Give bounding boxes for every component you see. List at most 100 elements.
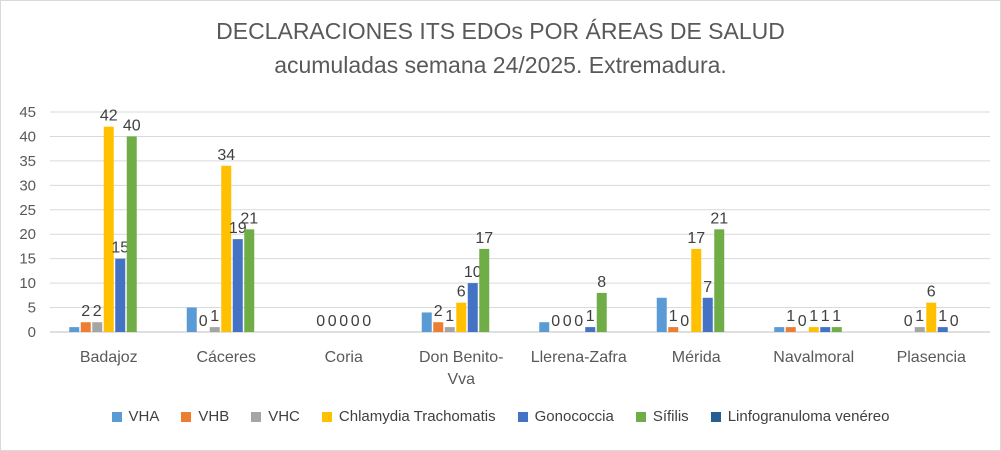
legend-swatch (181, 411, 192, 422)
bar (80, 322, 91, 332)
y-tick-label: 0 (28, 324, 36, 341)
legend-label: Sífilis (652, 408, 689, 425)
data-label: 1 (786, 308, 795, 325)
data-label: 8 (597, 274, 606, 291)
x-tick-label: Badajoz (80, 349, 138, 366)
x-tick-label: Llerena-Zafra (531, 349, 627, 366)
bar (585, 327, 596, 332)
legend-swatch (111, 411, 122, 422)
bar (668, 327, 679, 332)
data-label: 1 (938, 308, 947, 325)
y-tick-label: 15 (19, 251, 36, 268)
bar (479, 248, 490, 332)
data-label: 0 (339, 313, 348, 330)
data-label: 15 (111, 240, 129, 257)
x-tick-label: Mérida (672, 349, 721, 366)
legend-item: VHA (111, 408, 160, 425)
y-tick-label: 30 (19, 177, 36, 194)
data-label: 0 (950, 313, 959, 330)
bar (691, 248, 702, 332)
bar (244, 229, 255, 332)
bar (221, 165, 232, 332)
y-tick-label: 40 (19, 128, 36, 145)
bar (656, 297, 667, 332)
data-label: 10 (464, 264, 482, 281)
bar (831, 327, 842, 332)
legend-item: VHC (251, 408, 300, 425)
data-label: 19 (229, 220, 247, 237)
data-label: 0 (574, 313, 583, 330)
bar (774, 327, 785, 332)
legend-item: Sífilis (635, 408, 689, 425)
bar (467, 283, 478, 332)
data-label: 0 (199, 313, 208, 330)
x-tick-label: Plasencia (897, 349, 966, 366)
data-label: 7 (703, 279, 712, 296)
y-tick-label: 5 (28, 300, 36, 317)
legend-label: Gonococcia (534, 408, 614, 425)
x-tick-label: Don Benito- (419, 349, 504, 366)
legend-swatch (251, 411, 262, 422)
bar (937, 327, 948, 332)
bar (115, 258, 126, 332)
data-label: 17 (475, 230, 493, 247)
data-label: 2 (434, 303, 443, 320)
data-label: 2 (93, 303, 102, 320)
bar (69, 327, 80, 332)
y-tick-label: 10 (19, 275, 36, 292)
data-label: 1 (832, 308, 841, 325)
legend-label: Linfogranuloma venéreo (727, 408, 890, 425)
bar (444, 327, 455, 332)
data-label: 1 (915, 308, 924, 325)
data-label: 34 (217, 147, 235, 164)
bar (926, 302, 937, 332)
data-label: 2 (81, 303, 90, 320)
y-tick-label: 45 (19, 104, 36, 121)
data-label: 0 (798, 313, 807, 330)
legend-swatch (710, 411, 721, 422)
legend-label: VHA (128, 408, 160, 425)
y-tick-label: 20 (19, 226, 36, 243)
data-label: 21 (710, 210, 728, 227)
bar (539, 322, 550, 332)
bar (186, 307, 197, 332)
bar (456, 302, 467, 332)
legend-item: Gonococcia (517, 408, 614, 425)
data-label: 0 (328, 313, 337, 330)
bar (808, 327, 819, 332)
bar (232, 239, 243, 332)
y-tick-label: 25 (19, 202, 36, 219)
chart-subtitle: acumuladas semana 24/2025. Extremadura. (274, 52, 727, 78)
bar (126, 136, 137, 332)
data-label: 6 (927, 284, 936, 301)
bar (820, 327, 831, 332)
x-tick-label: Navalmoral (773, 349, 854, 366)
data-label: 1 (821, 308, 830, 325)
data-label: 0 (316, 313, 325, 330)
legend-label: Chlamydia Trachomatis (338, 408, 496, 425)
bar (433, 322, 444, 332)
data-label: 0 (351, 313, 360, 330)
bar (785, 327, 796, 332)
legend-item: Linfogranuloma venéreo (710, 408, 890, 425)
legend-label: VHB (198, 408, 230, 425)
x-tick-label: Cáceres (196, 349, 256, 366)
data-label: 1 (809, 308, 818, 325)
data-label: 42 (100, 108, 118, 125)
data-label: 0 (904, 313, 913, 330)
legend-item: Chlamydia Trachomatis (321, 408, 496, 425)
bar (596, 292, 607, 332)
data-label: 1 (445, 308, 454, 325)
x-tick-label: Coria (325, 349, 363, 366)
data-label: 0 (362, 313, 371, 330)
data-label: 0 (563, 313, 572, 330)
data-label: 17 (687, 230, 705, 247)
legend-item: VHB (181, 408, 229, 425)
bar (702, 297, 713, 332)
bar (209, 327, 220, 332)
y-tick-label: 35 (19, 153, 36, 170)
legend-label: VHC (268, 408, 300, 425)
data-label: 1 (586, 308, 595, 325)
